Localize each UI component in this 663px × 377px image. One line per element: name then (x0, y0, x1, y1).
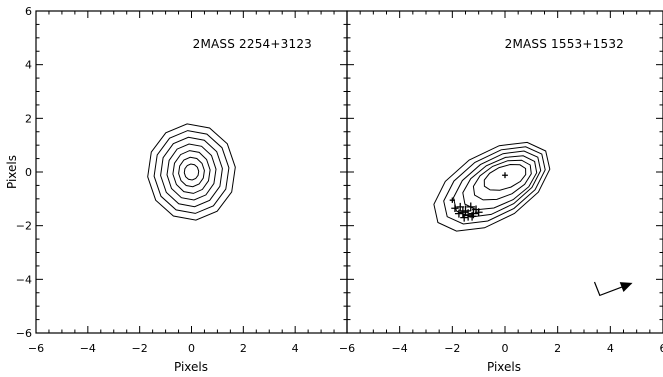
position-marker (454, 209, 463, 218)
position-marker (467, 211, 477, 221)
x-tick-label: −6 (339, 342, 355, 355)
contour-level (433, 141, 551, 232)
contour-level (172, 150, 211, 194)
plot-frame-left (35, 10, 348, 334)
x-tick-label: 4 (292, 342, 299, 355)
panel-left: −6 −4 −2 0 2 4 −6 −4 −2 0 2 4 6 2MASS 2254+3123 Pixe… (5, 5, 348, 374)
x-tick-label: −4 (80, 342, 96, 355)
arrow-line (593, 281, 632, 297)
x-tick-label: 4 (607, 342, 614, 355)
arrow-head (619, 282, 633, 293)
position-marker (502, 172, 508, 179)
position-marker (466, 202, 476, 212)
y-tick-label: −2 (16, 220, 32, 233)
position-marker (474, 208, 483, 217)
position-marker (460, 213, 469, 222)
y-tick-label: −6 (16, 327, 32, 340)
contour-level (153, 130, 230, 214)
contour-level (443, 146, 546, 225)
x-axis-label-right: Pixels (487, 360, 521, 374)
contour-level (472, 159, 532, 201)
y-axis-label-left: Pixels (5, 155, 19, 189)
ticks-left: −6 −4 −2 0 2 4 −6 −4 −2 0 2 4 6 (16, 5, 347, 355)
contour-level (183, 163, 200, 181)
x-tick-label: −4 (392, 342, 408, 355)
contour-level (166, 143, 217, 201)
contour-level (160, 136, 223, 208)
position-marker (449, 197, 455, 203)
y-tick-label: 0 (25, 166, 32, 179)
contour-level (147, 123, 236, 221)
x-tick-label: −2 (132, 342, 148, 355)
ticks-right: −6 −4 −2 0 2 4 6 (339, 11, 663, 355)
y-tick-label: 6 (25, 5, 32, 18)
contour-level (462, 155, 538, 211)
x-axis-label-left: Pixels (174, 360, 208, 374)
y-tick-label: 2 (25, 112, 32, 125)
x-tick-label: 0 (502, 342, 509, 355)
contour-level (178, 156, 205, 188)
x-tick-label: −2 (444, 342, 460, 355)
panel-right: −6 −4 −2 0 2 4 6 2MASS 1553+1532 Pixels (339, 10, 663, 374)
contours-right (433, 141, 551, 232)
position-marker (456, 202, 465, 211)
x-tick-label: 2 (240, 342, 247, 355)
y-tick-label: 4 (25, 59, 32, 72)
panel-title-left: 2MASS 2254+3123 (193, 37, 312, 51)
x-tick-label: 0 (188, 342, 195, 355)
plot-frame-right (346, 10, 663, 334)
orientation-arrow (593, 281, 633, 297)
contour-level (452, 150, 542, 218)
contour-level (483, 163, 527, 191)
x-tick-label: 2 (554, 342, 561, 355)
y-tick-label: −4 (16, 273, 32, 286)
position-marker (451, 204, 459, 212)
panel-title-right: 2MASS 1553+1532 (505, 37, 624, 51)
x-tick-label: −6 (28, 342, 44, 355)
x-tick-label: 6 (660, 342, 663, 355)
markers-right (449, 172, 508, 222)
contours-left (147, 123, 236, 221)
